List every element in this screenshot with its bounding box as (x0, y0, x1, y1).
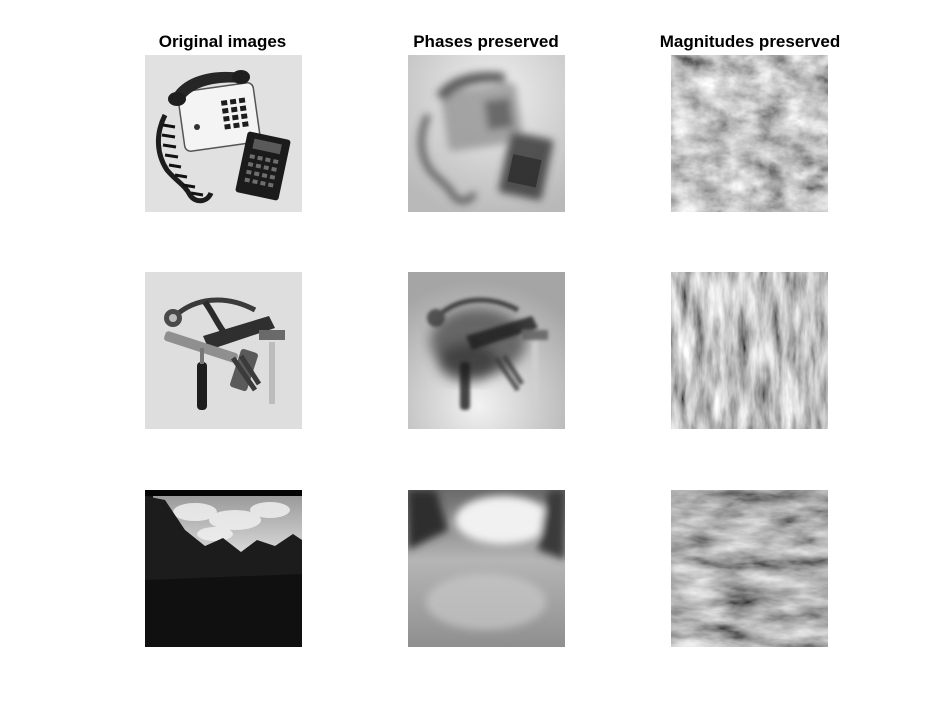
column-title-magnitudes: Magnitudes preserved (659, 32, 841, 51)
original-tools-image (145, 272, 302, 429)
magnitude-landscape-image (671, 490, 828, 647)
original-telephone-image (145, 55, 302, 212)
magnitude-telephone-image (671, 55, 828, 212)
magnitude-tools-image (671, 272, 828, 429)
phase-landscape-image (408, 490, 565, 647)
phase-tools-image (408, 272, 565, 429)
original-landscape-image (145, 490, 302, 647)
column-title-original: Original images (158, 32, 287, 51)
phase-telephone-image (408, 55, 565, 212)
column-title-phases: Phases preserved (413, 32, 559, 51)
